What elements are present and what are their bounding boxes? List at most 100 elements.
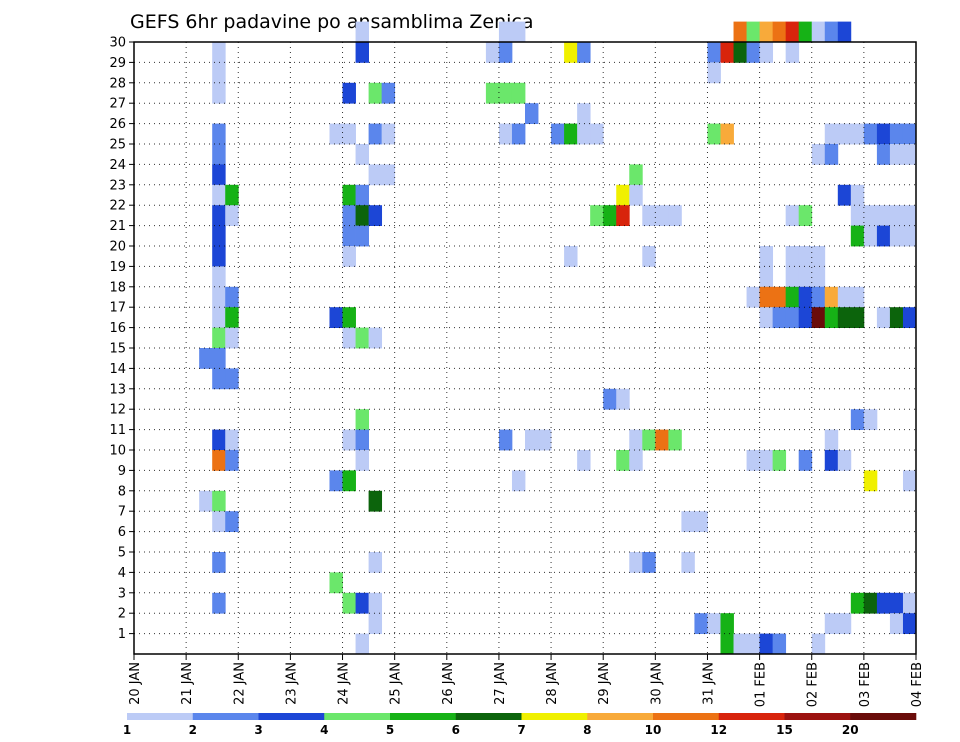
data-cell — [707, 123, 721, 145]
data-cell — [342, 307, 356, 328]
data-cell — [876, 307, 891, 328]
data-cell — [225, 450, 239, 471]
data-cell — [511, 123, 526, 145]
data-cell — [225, 429, 239, 451]
data-cell — [368, 613, 383, 634]
data-cell — [629, 184, 643, 206]
data-cell — [616, 450, 630, 471]
data-cell — [368, 82, 383, 104]
data-cell — [355, 184, 369, 206]
data-cell — [902, 225, 917, 247]
data-cell — [824, 450, 839, 471]
data-cell — [212, 307, 226, 328]
data-cell — [811, 307, 826, 328]
data-cell — [824, 307, 839, 328]
data-cell — [342, 327, 356, 349]
data-cell — [902, 123, 917, 145]
data-cell — [525, 103, 539, 124]
data-cell — [655, 205, 669, 226]
x-tick-label: 02 FEB — [806, 662, 821, 707]
data-cell — [681, 511, 695, 532]
data-cell — [485, 82, 500, 104]
data-cell — [824, 123, 839, 145]
y-tick-label: 5 — [118, 546, 126, 561]
x-tick-label: 30 JAN — [649, 662, 664, 705]
data-cell — [538, 429, 552, 451]
chart-title: GEFS 6hr padavine po ansamblima Zenica — [130, 11, 534, 33]
data-cell — [603, 205, 617, 226]
y-tick-label: 29 — [109, 56, 126, 71]
data-cell — [498, 21, 513, 43]
x-tick-label: 03 FEB — [858, 662, 873, 707]
data-cell — [590, 205, 604, 226]
legend-swatch — [784, 713, 851, 720]
data-cell — [212, 450, 226, 471]
data-cell — [355, 409, 369, 430]
x-tick-label: 31 JAN — [701, 662, 716, 705]
legend-swatch — [718, 713, 785, 720]
legend-label: 20 — [842, 723, 859, 737]
data-cell — [590, 123, 604, 145]
data-cell — [355, 633, 369, 655]
data-cell — [525, 429, 539, 451]
data-cell — [759, 633, 774, 655]
data-cell — [329, 470, 343, 492]
data-cell — [564, 42, 578, 63]
data-cell — [199, 490, 213, 512]
data-cell — [798, 307, 813, 328]
data-cell — [368, 552, 383, 573]
data-cell — [212, 592, 226, 614]
legend-label: 5 — [386, 723, 394, 737]
y-tick-label: 25 — [109, 138, 126, 153]
data-cell — [785, 205, 800, 226]
y-tick-label: 3 — [118, 586, 126, 601]
data-cell — [876, 205, 891, 226]
legend-swatch — [455, 713, 522, 720]
x-tick-label: 27 JAN — [493, 662, 508, 705]
data-cell — [355, 21, 369, 43]
data-cell — [707, 62, 721, 84]
legend-label: 7 — [517, 723, 525, 737]
data-cell — [824, 21, 839, 43]
data-cell — [329, 123, 343, 145]
data-cell — [785, 286, 800, 308]
data-cell — [564, 123, 578, 145]
data-cell — [811, 21, 826, 43]
data-cell — [863, 409, 878, 430]
data-cell — [850, 286, 865, 308]
data-cell — [212, 164, 226, 186]
legend-swatch — [127, 713, 194, 720]
data-cell — [629, 164, 643, 186]
data-cell — [577, 450, 591, 471]
data-cell — [212, 225, 226, 247]
x-tick-label: 01 FEB — [754, 662, 769, 707]
data-cell — [342, 205, 356, 226]
data-cell — [824, 144, 839, 165]
data-cell — [785, 307, 800, 328]
data-cell — [850, 592, 865, 614]
data-cell — [746, 286, 760, 308]
data-cell — [863, 123, 878, 145]
x-tick-label: 25 JAN — [389, 662, 404, 705]
data-cell — [225, 511, 239, 532]
y-tick-label: 6 — [118, 525, 126, 540]
data-cell — [355, 592, 369, 614]
data-cell — [498, 429, 513, 451]
data-cell — [212, 205, 226, 226]
data-cell — [342, 246, 356, 267]
legend-label: 8 — [583, 723, 591, 737]
y-tick-label: 7 — [118, 505, 126, 520]
data-cell — [785, 42, 800, 63]
data-cell — [225, 205, 239, 226]
data-cell — [876, 225, 891, 247]
data-cell — [329, 572, 343, 594]
data-cell — [876, 123, 891, 145]
data-cell — [564, 246, 578, 267]
x-tick-label: 26 JAN — [441, 662, 456, 705]
legend-label: 4 — [320, 723, 328, 737]
data-cell — [368, 164, 383, 186]
data-cell — [811, 633, 826, 655]
data-cell — [889, 613, 904, 634]
data-cell — [746, 450, 760, 471]
data-cell — [225, 184, 239, 206]
